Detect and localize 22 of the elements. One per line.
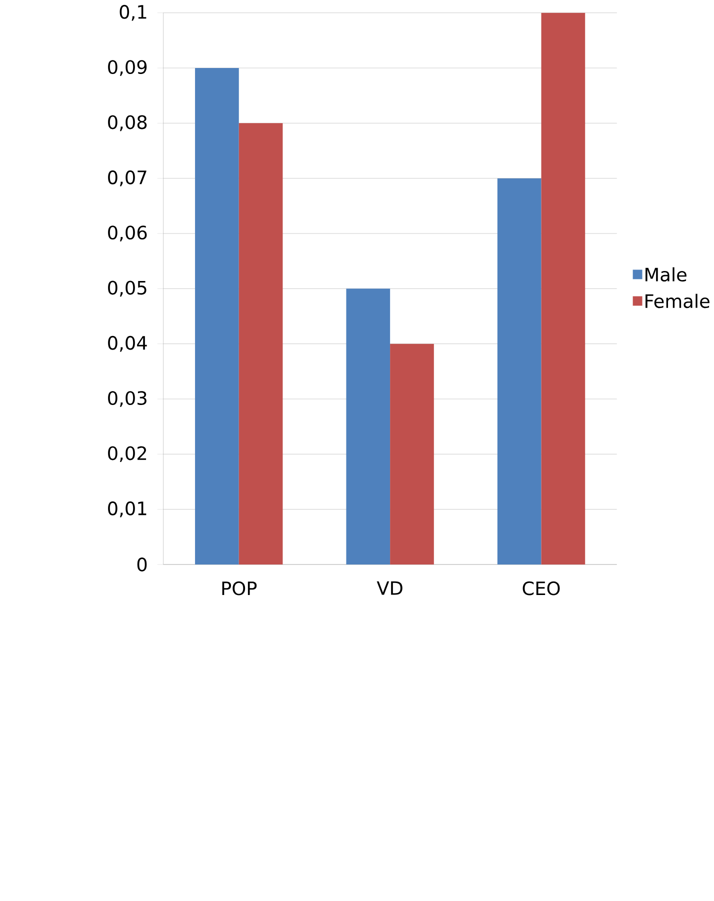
y-tick-label: 0,1 — [120, 4, 146, 21]
y-tick-label: 0,09 — [108, 60, 147, 76]
y-tick-label: 0,03 — [108, 391, 146, 407]
y-tick-label: 0,04 — [108, 336, 147, 352]
bar — [238, 123, 283, 564]
bar — [390, 344, 434, 564]
x-tick-label: POP — [222, 581, 257, 596]
bar — [346, 288, 390, 564]
x-tick-label: CEO — [522, 581, 560, 596]
y-tick-label: 0 — [137, 558, 147, 572]
x-tick-label: VD — [376, 581, 402, 595]
legend-label: Female — [646, 294, 710, 308]
y-tick-label: 0,05 — [108, 280, 146, 297]
bar — [497, 178, 542, 564]
y-tick-label: 0,01 — [108, 501, 146, 518]
y-tick-label: 0,06 — [108, 226, 147, 242]
y-tick-label: 0,07 — [108, 170, 146, 186]
legend-label: Male — [646, 267, 686, 282]
y-tick-label: 0,02 — [108, 446, 146, 462]
bar — [541, 12, 586, 564]
y-tick-label: 0,08 — [108, 115, 147, 132]
bar — [195, 68, 239, 564]
